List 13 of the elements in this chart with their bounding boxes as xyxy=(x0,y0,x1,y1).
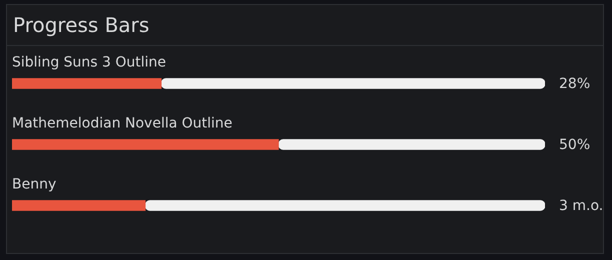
bar xyxy=(278,139,545,150)
bar xyxy=(144,200,545,211)
data-label: 50% xyxy=(559,137,590,154)
bar xyxy=(12,200,146,211)
chart-title: Progress Bars xyxy=(13,13,150,37)
y-tick-label: Benny xyxy=(12,176,56,192)
data-label: 28% xyxy=(559,76,590,92)
y-tick-label: Mathemelodian Novella Outline xyxy=(12,116,232,132)
bar xyxy=(12,78,162,89)
bar xyxy=(160,78,545,89)
y-tick-label: Sibling Suns 3 Outline xyxy=(12,54,166,70)
text: 3 m.o. xyxy=(559,198,604,214)
bar xyxy=(12,139,279,150)
